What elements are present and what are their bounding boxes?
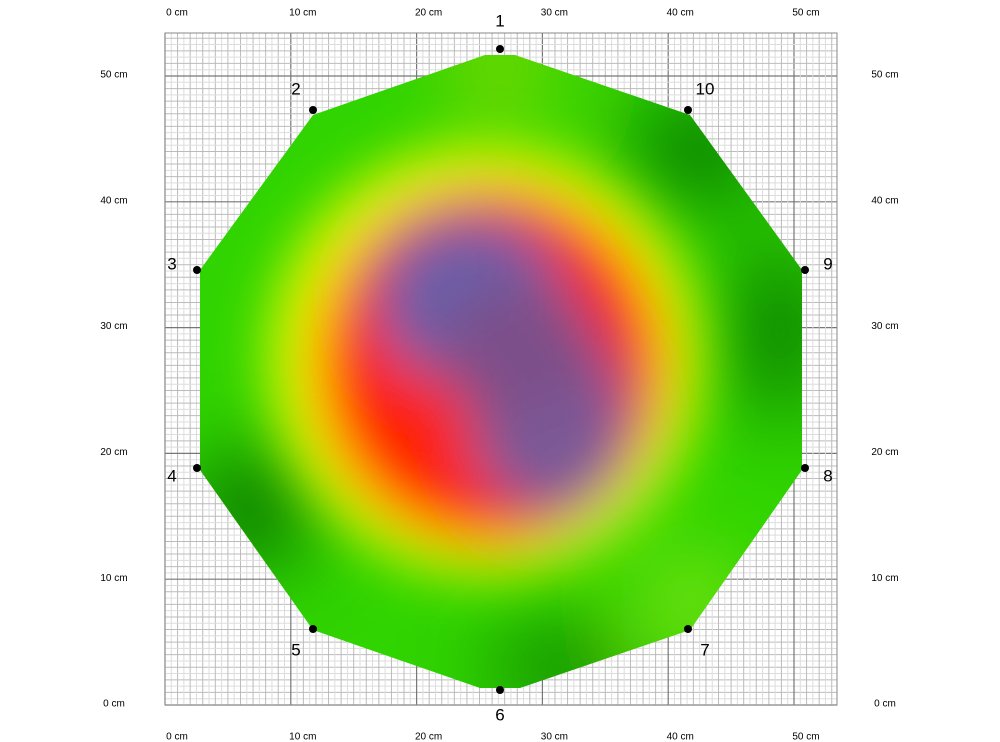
sensor-label: 3 xyxy=(167,254,176,273)
x-axis-label: 50 cm xyxy=(792,8,819,19)
x-axis-label: 10 cm xyxy=(289,732,316,742)
y-axis-label: 30 cm xyxy=(871,321,898,332)
y-axis-label: 0 cm xyxy=(874,699,896,710)
x-axis-label: 20 cm xyxy=(415,732,442,742)
x-axis-label: 40 cm xyxy=(667,732,694,742)
sensor-point xyxy=(193,464,201,472)
sensor-label: 5 xyxy=(291,640,300,659)
x-axis-label: 20 cm xyxy=(415,8,442,19)
y-axis-label: 40 cm xyxy=(100,195,127,206)
sensor-point xyxy=(801,266,809,274)
sensor-point xyxy=(496,686,504,694)
sensor-label: 10 xyxy=(696,79,715,98)
y-axis-label: 10 cm xyxy=(100,573,127,584)
sensor-label: 6 xyxy=(495,705,504,724)
y-axis-label: 50 cm xyxy=(100,70,127,81)
x-axis-label: 30 cm xyxy=(541,8,568,19)
sensor-label: 9 xyxy=(823,254,832,273)
sensor-label: 2 xyxy=(291,79,300,98)
sensor-point xyxy=(309,625,317,633)
plot-border xyxy=(164,32,838,706)
heatmap xyxy=(200,55,802,688)
sensor-point xyxy=(309,106,317,114)
sensor-point xyxy=(496,45,504,53)
sensor-point xyxy=(684,625,692,633)
x-axis-label: 0 cm xyxy=(166,8,188,19)
y-axis-label: 30 cm xyxy=(100,321,127,332)
y-axis-label: 10 cm xyxy=(871,573,898,584)
sensor-label: 8 xyxy=(823,466,832,485)
sensor-point xyxy=(801,464,809,472)
y-axis-label: 20 cm xyxy=(871,447,898,458)
x-axis-label: 50 cm xyxy=(792,732,819,742)
y-axis-label: 50 cm xyxy=(871,70,898,81)
sensor-point xyxy=(193,266,201,274)
sensor-point xyxy=(684,106,692,114)
heat-core xyxy=(270,145,700,575)
sensor-label: 7 xyxy=(700,640,709,659)
x-axis-label: 10 cm xyxy=(289,8,316,19)
sensor-label: 4 xyxy=(167,466,176,485)
y-axis-label: 0 cm xyxy=(103,699,125,710)
sensor-label: 1 xyxy=(495,11,504,30)
x-axis-label: 30 cm xyxy=(541,732,568,742)
y-axis-label: 20 cm xyxy=(100,447,127,458)
x-axis-label: 40 cm xyxy=(667,8,694,19)
x-axis-label: 0 cm xyxy=(166,732,188,742)
y-axis-label: 40 cm xyxy=(871,195,898,206)
